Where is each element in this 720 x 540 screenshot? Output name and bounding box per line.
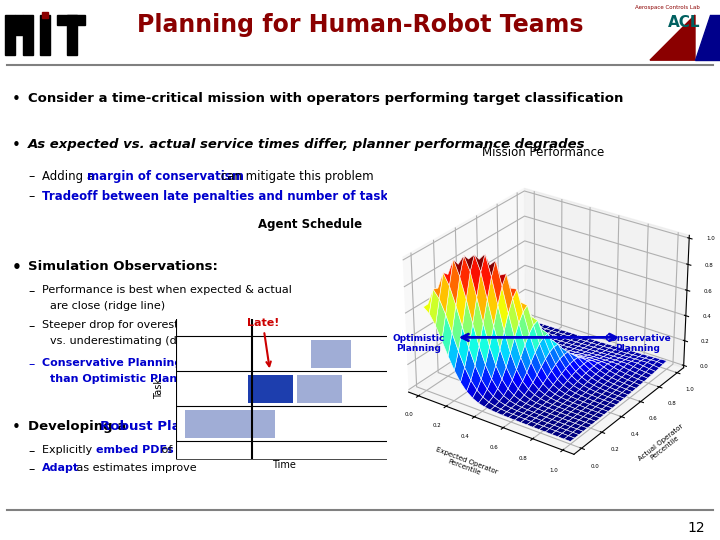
Bar	[15, 15, 23, 35]
Text: Steeper drop for overestimating (c): Steeper drop for overestimating (c)	[42, 320, 240, 330]
Text: •: •	[12, 138, 21, 153]
Text: margin of conservatism: margin of conservatism	[87, 170, 244, 183]
Text: Aerospace Controls Lab: Aerospace Controls Lab	[635, 5, 700, 10]
X-axis label: Expected Operator
Percentile: Expected Operator Percentile	[433, 446, 499, 482]
Text: embed PDFs: embed PDFs	[96, 444, 174, 455]
Title: Mission Performance: Mission Performance	[482, 146, 605, 159]
Text: Planning for Human-Robot Teams: Planning for Human-Robot Teams	[137, 13, 583, 37]
Y-axis label: Actual Operator
Percentile: Actual Operator Percentile	[637, 423, 688, 467]
Bar	[40, 15, 50, 55]
Text: Consider a time-critical mission with operators performing target classification: Consider a time-critical mission with op…	[28, 92, 624, 105]
Text: –: –	[28, 444, 35, 458]
Text: –: –	[28, 190, 35, 203]
Bar	[297, 375, 342, 403]
Text: are close (ridge line): are close (ridge line)	[50, 301, 165, 311]
Text: as estimates improve: as estimates improve	[73, 463, 197, 472]
Text: •: •	[12, 420, 21, 435]
Bar	[186, 410, 275, 438]
Polygon shape	[650, 15, 695, 60]
Bar	[311, 340, 351, 368]
Text: –: –	[28, 358, 35, 371]
Text: Adapt: Adapt	[42, 463, 79, 472]
Bar	[57, 15, 85, 25]
Text: Developing a: Developing a	[28, 420, 131, 433]
Text: vs. underestimating (d): vs. underestimating (d)	[50, 336, 181, 346]
Text: –: –	[28, 463, 35, 476]
Text: Robust Planning Framework: Robust Planning Framework	[100, 420, 311, 433]
Text: Late!: Late!	[247, 318, 279, 366]
Bar	[248, 375, 294, 403]
Bar	[67, 15, 77, 55]
Bar	[5, 15, 15, 55]
Text: Adding a: Adding a	[42, 170, 98, 183]
Polygon shape	[695, 15, 720, 60]
Text: –: –	[28, 285, 35, 298]
Y-axis label: Task: Task	[154, 379, 164, 399]
Text: 12: 12	[688, 521, 705, 535]
Text: Conservative Planning performs better: Conservative Planning performs better	[42, 358, 286, 368]
Text: Optimistic
Planning: Optimistic Planning	[392, 334, 444, 353]
Text: •: •	[12, 92, 21, 107]
Text: can mitigate this problem: can mitigate this problem	[217, 170, 374, 183]
Bar	[42, 12, 48, 18]
Text: Performance is best when expected & actual: Performance is best when expected & actu…	[42, 285, 292, 295]
Text: than Optimistic Planning: than Optimistic Planning	[50, 374, 204, 384]
X-axis label: Time: Time	[272, 461, 297, 470]
Text: –: –	[28, 170, 35, 183]
Text: Explicitly: Explicitly	[42, 444, 96, 455]
Text: Conservative
Planning: Conservative Planning	[604, 334, 671, 353]
Text: Agent Schedule: Agent Schedule	[258, 218, 362, 231]
Text: –: –	[28, 320, 35, 333]
Bar	[23, 15, 33, 55]
Text: Tradeoff between late penalties and number of tasks assigned: Tradeoff between late penalties and numb…	[42, 190, 459, 203]
Text: ACL: ACL	[667, 15, 700, 30]
Text: of plan parameters: of plan parameters	[158, 444, 268, 455]
Text: •: •	[12, 260, 22, 275]
Text: Simulation Observations:: Simulation Observations:	[28, 260, 218, 273]
Text: As expected vs. actual service times differ, planner performance degrades: As expected vs. actual service times dif…	[28, 138, 585, 151]
